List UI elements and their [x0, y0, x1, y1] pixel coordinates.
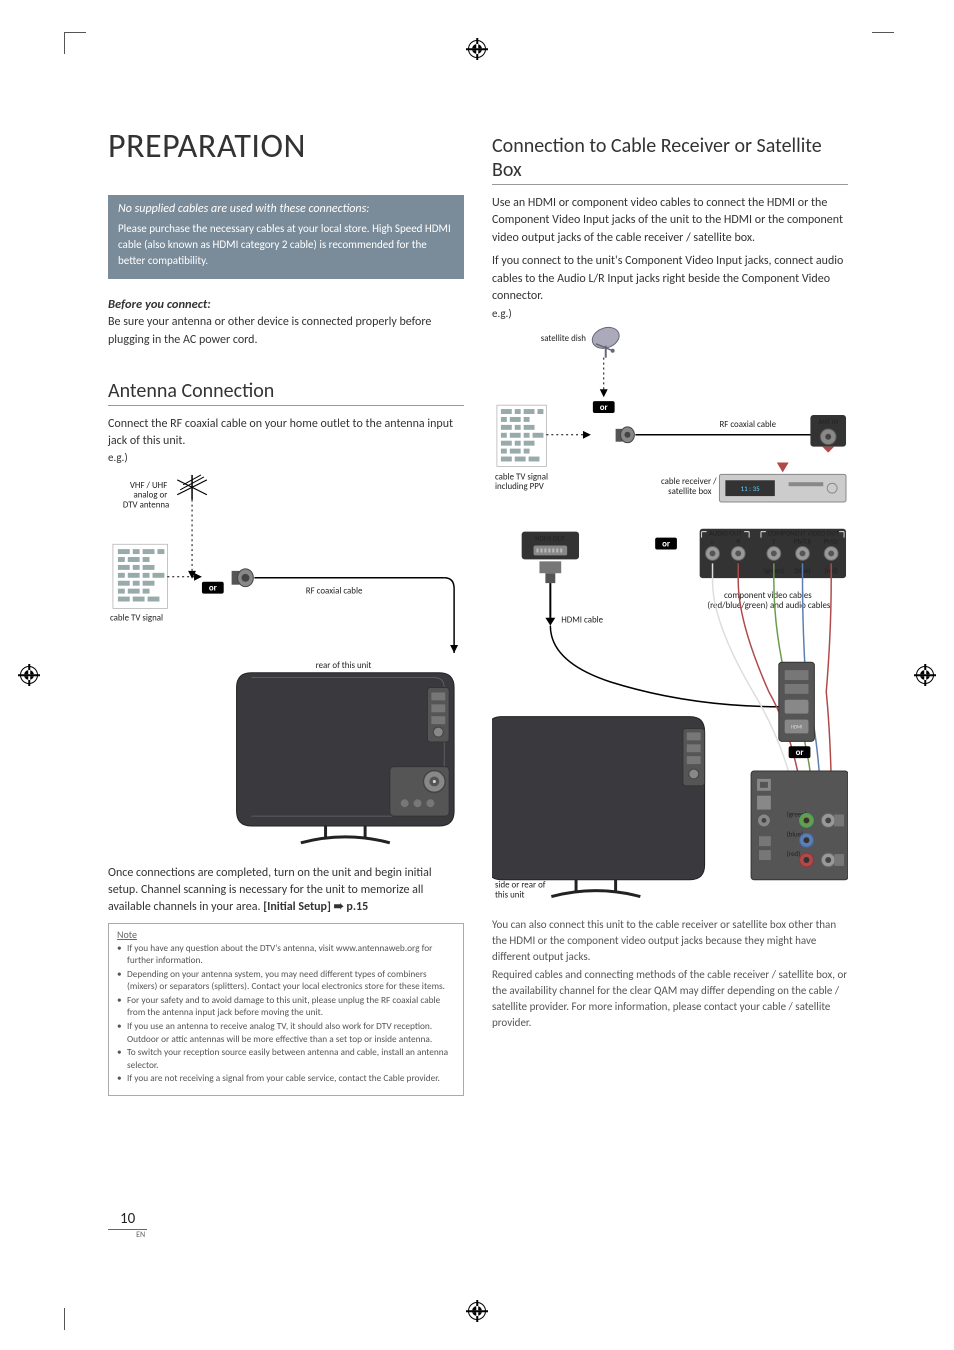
note-item: If you use an antenna to receive analog … [117, 1021, 455, 1046]
cable-sat-diagram: satellite dish or [492, 326, 848, 900]
before-connect-heading: Before you connect: [108, 297, 464, 312]
note-item: If you have any question about the DTV's… [117, 943, 455, 968]
note-item: Depending on your antenna system, you ma… [117, 969, 455, 994]
cable-p2: If you connect to the unit's Component V… [492, 253, 848, 305]
antenna-outro: Once connections are completed, turn on … [108, 865, 464, 917]
svg-text:or: or [600, 403, 609, 413]
svg-text:cable TV signal includ: cable TV signal including PPV [495, 473, 550, 493]
crop-mark [64, 1308, 86, 1330]
svg-text:RF coaxial cable: RF coaxial cable [719, 420, 776, 430]
note-item: If you are not receiving a signal from y… [117, 1073, 455, 1086]
cable-heading: Connection to Cable Receiver or Satellit… [492, 134, 848, 185]
info-box: No supplied cables are used with these c… [108, 195, 464, 279]
info-box-body: Please purchase the necessary cables at … [118, 221, 454, 269]
left-column: PREPARATION No supplied cables are used … [108, 126, 464, 1096]
registration-mark [916, 666, 934, 684]
svg-text:component video cables: component video cables (red/blue/green) … [707, 591, 831, 611]
svg-text:Pr/Cr: Pr/Cr [824, 537, 839, 546]
cable-p4: Required cables and connecting methods o… [492, 967, 848, 1031]
note-title: Note [117, 928, 455, 941]
note-item: For your safety and to avoid damage to t… [117, 995, 455, 1020]
svg-text:cable receiver / satel: cable receiver / satellite box [661, 478, 719, 498]
svg-text:cable TV signal: cable TV signal [110, 613, 163, 623]
eg-label: e.g.) [108, 451, 464, 464]
page-number: 10 EN [108, 1209, 147, 1240]
cable-p1: Use an HDMI or component video cables to… [492, 195, 848, 247]
registration-mark [468, 1302, 486, 1320]
svg-text:11 : 35: 11 : 35 [741, 484, 760, 493]
eg-label: e.g.) [492, 307, 848, 320]
svg-text:Pb/Cb: Pb/Cb [794, 537, 812, 546]
registration-mark [468, 40, 486, 58]
svg-text:side or rear of this u: side or rear of this unit [495, 881, 548, 900]
crop-mark [872, 32, 894, 54]
note-item: To switch your reception source easily b… [117, 1047, 455, 1072]
registration-mark [20, 666, 38, 684]
crop-mark [64, 32, 86, 54]
antenna-diagram: VHF / UHF analog or DTV antenna cable TV… [108, 470, 464, 846]
page-content: PREPARATION No supplied cables are used … [108, 126, 848, 1096]
svg-text:R: R [736, 537, 740, 546]
right-column: Connection to Cable Receiver or Satellit… [492, 126, 848, 1096]
svg-text:ANT IN: ANT IN [818, 417, 838, 426]
page-title: PREPARATION [108, 126, 464, 167]
antenna-intro: Connect the RF coaxial cable on your hom… [108, 416, 464, 451]
svg-text:HDMI: HDMI [791, 725, 803, 731]
note-box: Note If you have any question about the … [108, 923, 464, 1096]
svg-text:satellite dish: satellite dish [541, 334, 587, 344]
svg-text:HDMI cable: HDMI cable [561, 616, 603, 626]
before-connect-body: Be sure your antenna or other device is … [108, 314, 464, 349]
svg-text:rear of this unit: rear of this unit [316, 661, 372, 671]
svg-text:RF coaxial cable: RF coaxial cable [306, 586, 363, 596]
svg-text:HDMI OUT: HDMI OUT [535, 534, 566, 543]
svg-text:or: or [796, 749, 805, 759]
cable-p3: You can also connect this unit to the ca… [492, 917, 848, 965]
antenna-heading: Antenna Connection [108, 379, 464, 406]
svg-text:or: or [662, 540, 671, 550]
svg-text:or: or [209, 583, 218, 593]
info-box-heading: No supplied cables are used with these c… [118, 201, 454, 218]
svg-text:(red): (red) [787, 849, 801, 858]
svg-text:L: L [711, 537, 714, 546]
svg-text:VHF / UHF analog or: VHF / UHF analog or DTV antenna [123, 481, 169, 511]
note-list: If you have any question about the DTV's… [117, 943, 455, 1086]
